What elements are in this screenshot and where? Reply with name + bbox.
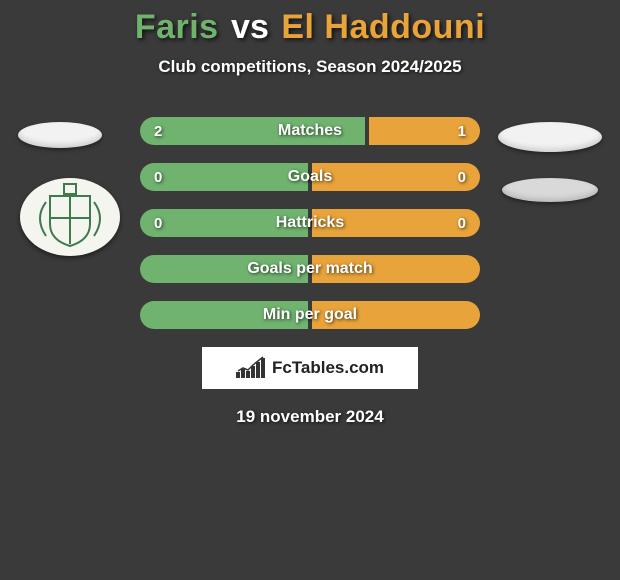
stat-fill-right [312, 255, 480, 283]
date-line: 19 november 2024 [0, 407, 620, 427]
fctables-logo-box: FcTables.com [202, 347, 418, 389]
stat-row-matches: Matches21 [140, 117, 480, 145]
stat-row-min-per-goal: Min per goal [140, 301, 480, 329]
stat-value-right: 0 [458, 169, 466, 186]
player1-club-crest-icon [20, 178, 120, 256]
stat-value-right: 1 [458, 123, 466, 140]
stat-value-left: 0 [154, 215, 162, 232]
stat-fill-left [140, 209, 308, 237]
stat-row-goals: Goals00 [140, 163, 480, 191]
fctables-bars-icon [236, 356, 270, 380]
title-player1: Faris [135, 8, 219, 46]
subtitle: Club competitions, Season 2024/2025 [0, 57, 620, 77]
stats-panel: Matches21Goals00Hattricks00Goals per mat… [140, 117, 480, 329]
title-player2: El Haddouni [281, 8, 485, 46]
stat-row-goals-per-match: Goals per match [140, 255, 480, 283]
player1-flag-icon [18, 122, 102, 148]
player2-club-icon [502, 178, 598, 202]
stat-fill-right [312, 163, 480, 191]
stat-value-right: 0 [458, 215, 466, 232]
stat-fill-left [140, 163, 308, 191]
stat-fill-left [140, 255, 308, 283]
stat-value-left: 0 [154, 169, 162, 186]
title-vs: vs [231, 8, 269, 46]
stat-row-hattricks: Hattricks00 [140, 209, 480, 237]
stat-fill-left [140, 117, 365, 145]
stat-fill-right [312, 301, 480, 329]
player2-flag-icon [498, 122, 602, 152]
title-row: Faris vs El Haddouni [0, 0, 620, 47]
stat-value-left: 2 [154, 123, 162, 140]
stat-fill-left [140, 301, 308, 329]
stat-fill-right [312, 209, 480, 237]
fctables-logo-text: FcTables.com [272, 358, 384, 378]
